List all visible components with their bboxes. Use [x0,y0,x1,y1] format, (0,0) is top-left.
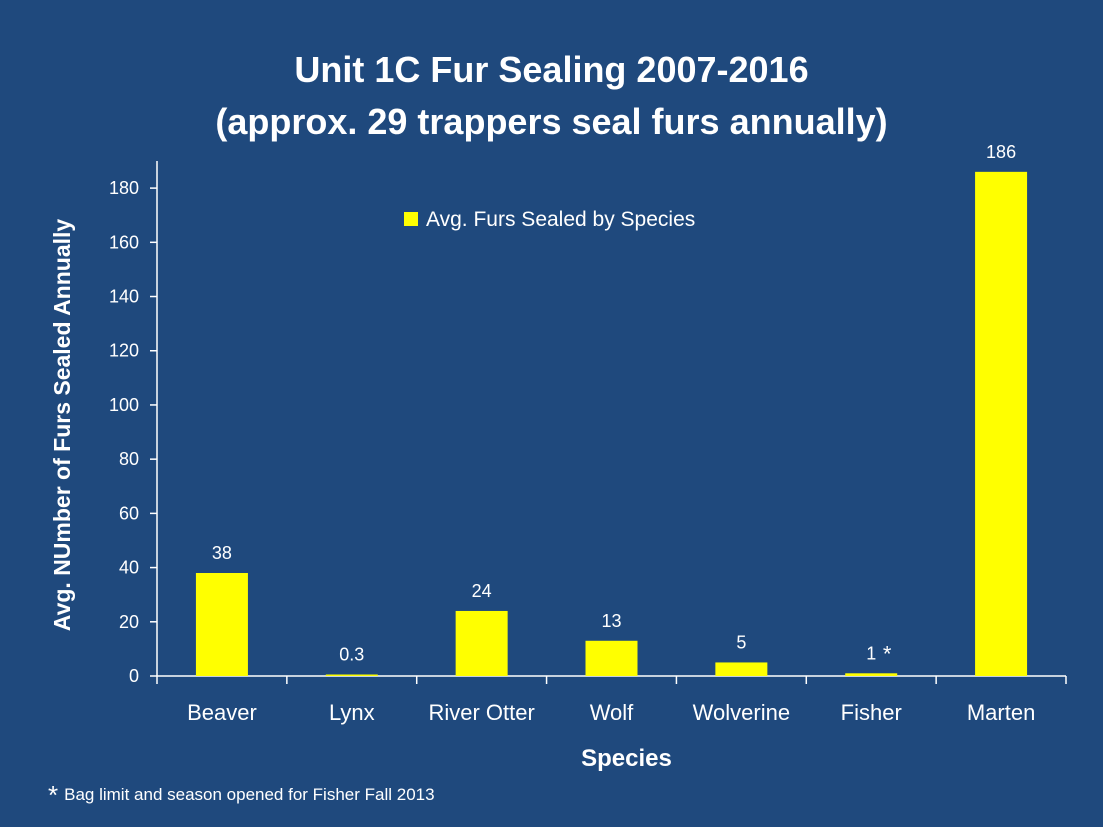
y-tick-label: 80 [119,449,139,469]
title-line-2: (approx. 29 trappers seal furs annually) [215,101,888,142]
data-label: 24 [472,581,492,601]
bar-wolf [585,640,638,676]
chart-bars [195,171,1028,676]
chart-data-labels: 38 0.3 24 13 5 1 * 186 [212,142,1016,666]
data-label: 13 [601,611,621,631]
y-tick-label: 40 [119,558,139,578]
legend-swatch [404,212,418,226]
y-tick-label: 120 [109,341,139,361]
x-category-label: Marten [967,700,1035,725]
data-label: 5 [736,632,746,652]
x-category-label: River Otter [428,700,534,725]
bar-marten [975,171,1028,676]
data-label: 38 [212,543,232,563]
chart-legend: Avg. Furs Sealed by Species [404,208,695,231]
bar-river-otter [455,610,508,676]
x-category-label: Beaver [187,700,257,725]
y-tick-label: 0 [129,666,139,686]
chart-title: Unit 1C Fur Sealing 2007-2016 (approx. 2… [0,44,1103,148]
x-axis-title: Species [581,745,672,772]
y-axis-title: Avg. NUmber of Furs Sealed Annually [49,219,75,632]
legend-label: Avg. Furs Sealed by Species [426,208,695,231]
bar-wolverine [715,662,768,676]
y-tick-label: 100 [109,395,139,415]
bar-fisher [845,673,898,676]
y-tick-label: 140 [109,287,139,307]
x-category-label: Fisher [841,700,902,725]
y-tick-label: 160 [109,232,139,252]
y-tick-label: 180 [109,178,139,198]
data-label: 1 [866,643,876,663]
footnote: * Bag limit and season opened for Fisher … [48,780,435,811]
title-line-1: Unit 1C Fur Sealing 2007-2016 [294,49,809,90]
data-label: 0.3 [339,645,364,665]
bar-lynx [325,674,378,676]
bar-beaver [195,573,248,676]
x-category-label: Wolf [590,700,634,725]
x-category-label: Wolverine [693,700,790,725]
x-category-label: Lynx [329,700,375,725]
y-tick-label: 20 [119,612,139,632]
data-label: 186 [986,142,1016,162]
data-label-annotation: * [883,641,892,666]
footnote-mark: * [48,780,59,810]
chart-axes: 0 20 40 60 80 100 120 140 160 180 Beaver Lynx River … [49,161,1067,772]
footnote-text: Bag limit and season opened for Fisher F… [64,785,435,804]
y-tick-label: 60 [119,503,139,523]
